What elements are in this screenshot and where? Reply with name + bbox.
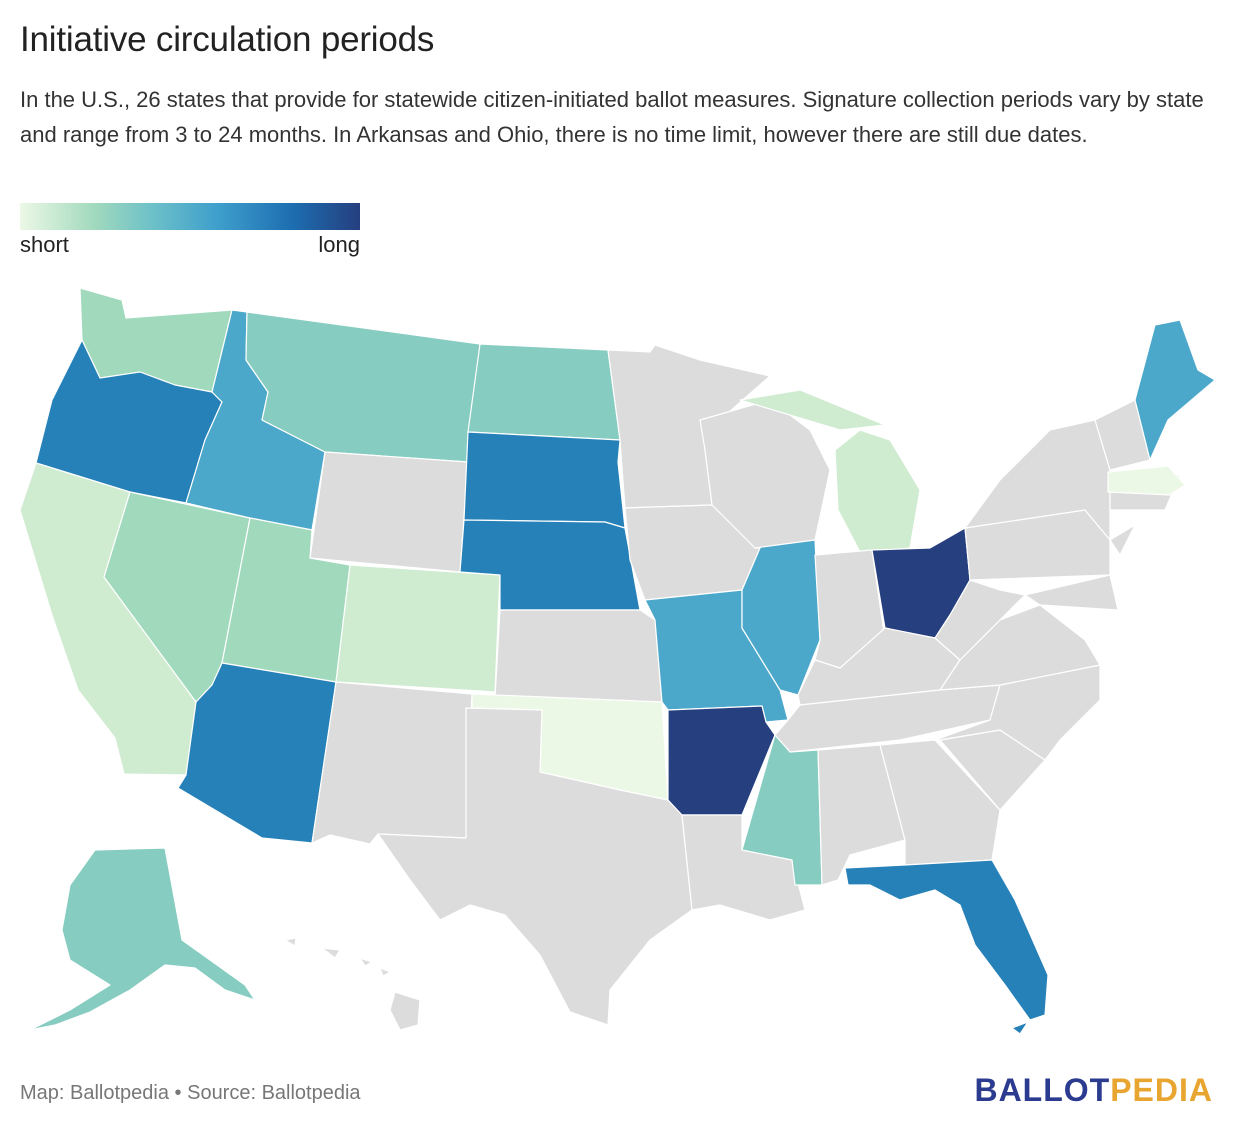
state-tx[interactable] (377, 707, 693, 1026)
state-mi[interactable] (739, 389, 921, 553)
state-va[interactable] (939, 604, 1101, 691)
chart-title: Initiative circulation periods (20, 20, 435, 59)
logo-part-pedia: PEDIA (1110, 1072, 1213, 1108)
state-ar[interactable] (667, 705, 776, 816)
state-ma[interactable] (1107, 465, 1186, 496)
ballotpedia-logo[interactable]: BALLOTPEDIA (974, 1072, 1213, 1109)
legend-gradient-bar (20, 203, 360, 230)
state-ak[interactable] (29, 847, 256, 1031)
state-sd[interactable] (463, 431, 626, 529)
color-legend: short long (20, 203, 360, 258)
state-co[interactable] (335, 564, 501, 693)
state-me[interactable] (1134, 319, 1216, 461)
state-la[interactable] (681, 814, 806, 921)
state-hi[interactable] (284, 937, 421, 1031)
state-nd[interactable] (467, 343, 621, 441)
state-fl[interactable] (844, 859, 1049, 1035)
state-md[interactable] (1024, 574, 1119, 611)
state-nm[interactable] (311, 681, 473, 845)
logo-part-ballot: BALLOT (974, 1072, 1111, 1108)
chart-description: In the U.S., 26 states that provide for … (20, 87, 1204, 147)
us-map (19, 287, 1216, 1035)
state-wa[interactable] (79, 287, 233, 393)
state-ks[interactable] (494, 609, 663, 703)
legend-high-label: long (318, 232, 360, 257)
state-wv[interactable] (934, 579, 1026, 661)
map-credit-footer: Map: Ballotpedia • Source: Ballotpedia (20, 1082, 361, 1104)
legend-low-label: short (20, 232, 69, 257)
state-wy[interactable] (309, 451, 469, 573)
